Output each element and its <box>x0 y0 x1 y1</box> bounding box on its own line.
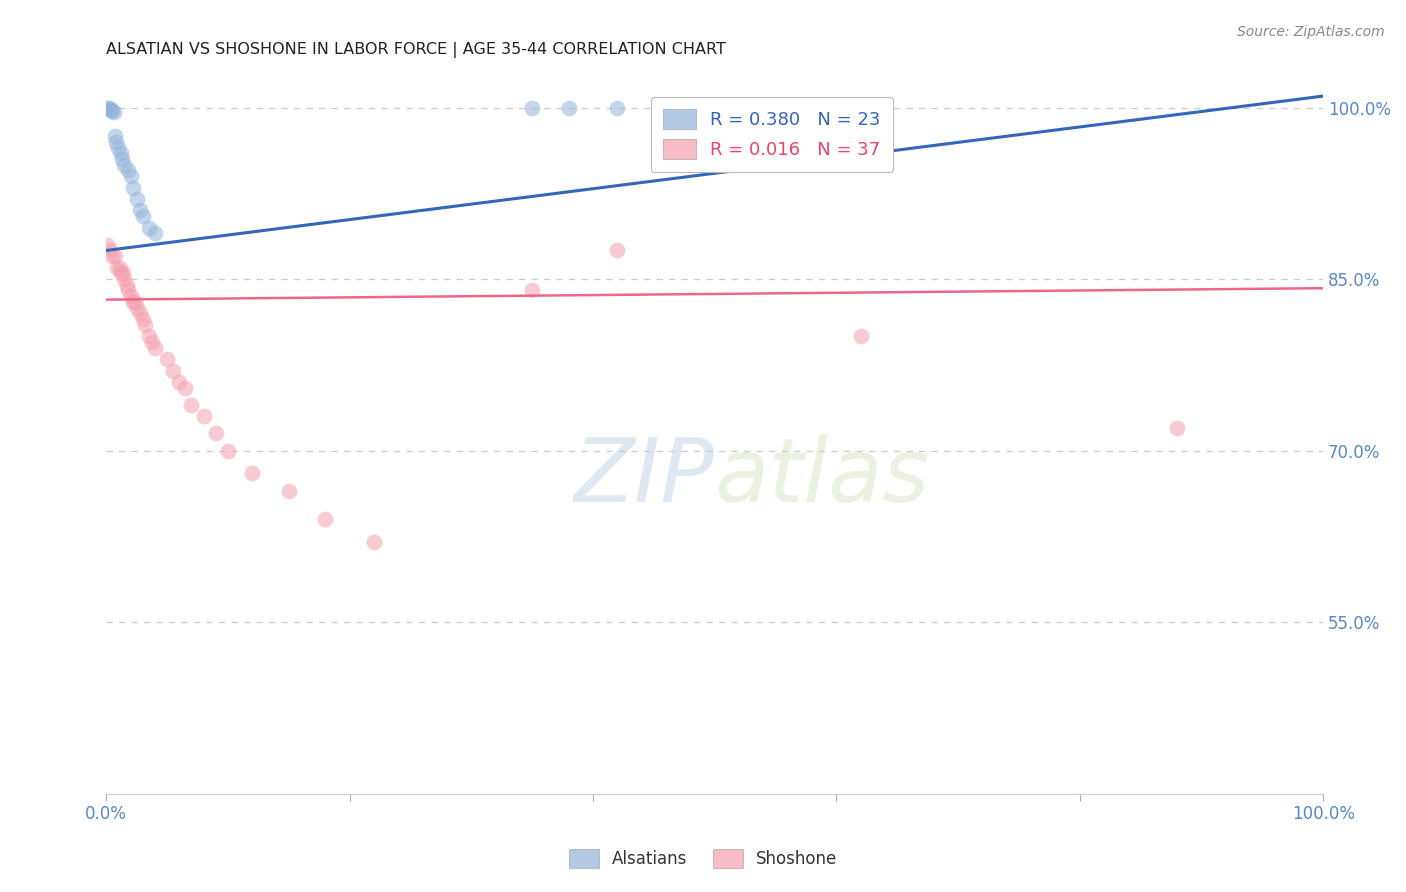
Point <box>162 363 184 377</box>
Point <box>180 398 202 412</box>
Point <box>112 266 135 280</box>
Point <box>97 101 120 115</box>
Point <box>363 535 385 549</box>
Point <box>520 284 543 298</box>
Point <box>104 129 127 144</box>
Point <box>129 203 152 218</box>
Point <box>125 192 148 206</box>
Point <box>156 352 179 367</box>
Text: ALSATIAN VS SHOSHONE IN LABOR FORCE | AGE 35-44 CORRELATION CHART: ALSATIAN VS SHOSHONE IN LABOR FORCE | AG… <box>107 42 725 58</box>
Point <box>557 101 579 115</box>
Point <box>122 294 145 309</box>
Point <box>134 318 156 332</box>
Text: atlas: atlas <box>714 434 929 520</box>
Point <box>98 244 121 258</box>
Point <box>120 169 142 183</box>
Point <box>849 329 872 343</box>
Text: Source: ZipAtlas.com: Source: ZipAtlas.com <box>1237 25 1385 39</box>
Point <box>314 512 336 526</box>
Point <box>104 135 127 149</box>
Point <box>114 158 136 172</box>
Point <box>167 375 190 389</box>
Point <box>143 341 166 355</box>
Legend: Alsatians, Shoshone: Alsatians, Shoshone <box>562 843 844 875</box>
Point <box>96 237 118 252</box>
Point <box>174 381 197 395</box>
Point <box>110 266 132 280</box>
Point <box>193 409 215 424</box>
Point <box>101 103 124 118</box>
Point <box>114 272 136 286</box>
Point <box>122 180 145 194</box>
Point <box>117 163 139 178</box>
Point <box>277 483 299 498</box>
Point <box>110 146 132 161</box>
Legend: R = 0.380   N = 23, R = 0.016   N = 37: R = 0.380 N = 23, R = 0.016 N = 37 <box>651 96 893 171</box>
Point <box>105 260 128 275</box>
Point <box>141 334 163 349</box>
Point <box>606 244 628 258</box>
Point <box>111 152 134 166</box>
Point <box>96 101 118 115</box>
Point <box>108 260 131 275</box>
Point <box>143 227 166 241</box>
Point <box>124 294 146 309</box>
Point <box>107 140 129 154</box>
Point <box>98 102 121 116</box>
Point <box>117 284 139 298</box>
Point <box>125 301 148 315</box>
Point <box>129 306 152 320</box>
Point <box>132 209 155 223</box>
Point <box>1166 421 1188 435</box>
Point <box>138 220 160 235</box>
Text: ZIP: ZIP <box>574 434 714 520</box>
Point <box>100 103 122 117</box>
Point <box>132 312 155 326</box>
Point <box>104 249 127 263</box>
Point <box>606 101 628 115</box>
Point <box>520 101 543 115</box>
Point <box>103 105 125 120</box>
Point <box>101 249 124 263</box>
Point <box>120 289 142 303</box>
Point <box>115 277 138 292</box>
Point <box>204 426 226 441</box>
Point <box>217 443 239 458</box>
Point <box>138 329 160 343</box>
Point <box>240 467 263 481</box>
